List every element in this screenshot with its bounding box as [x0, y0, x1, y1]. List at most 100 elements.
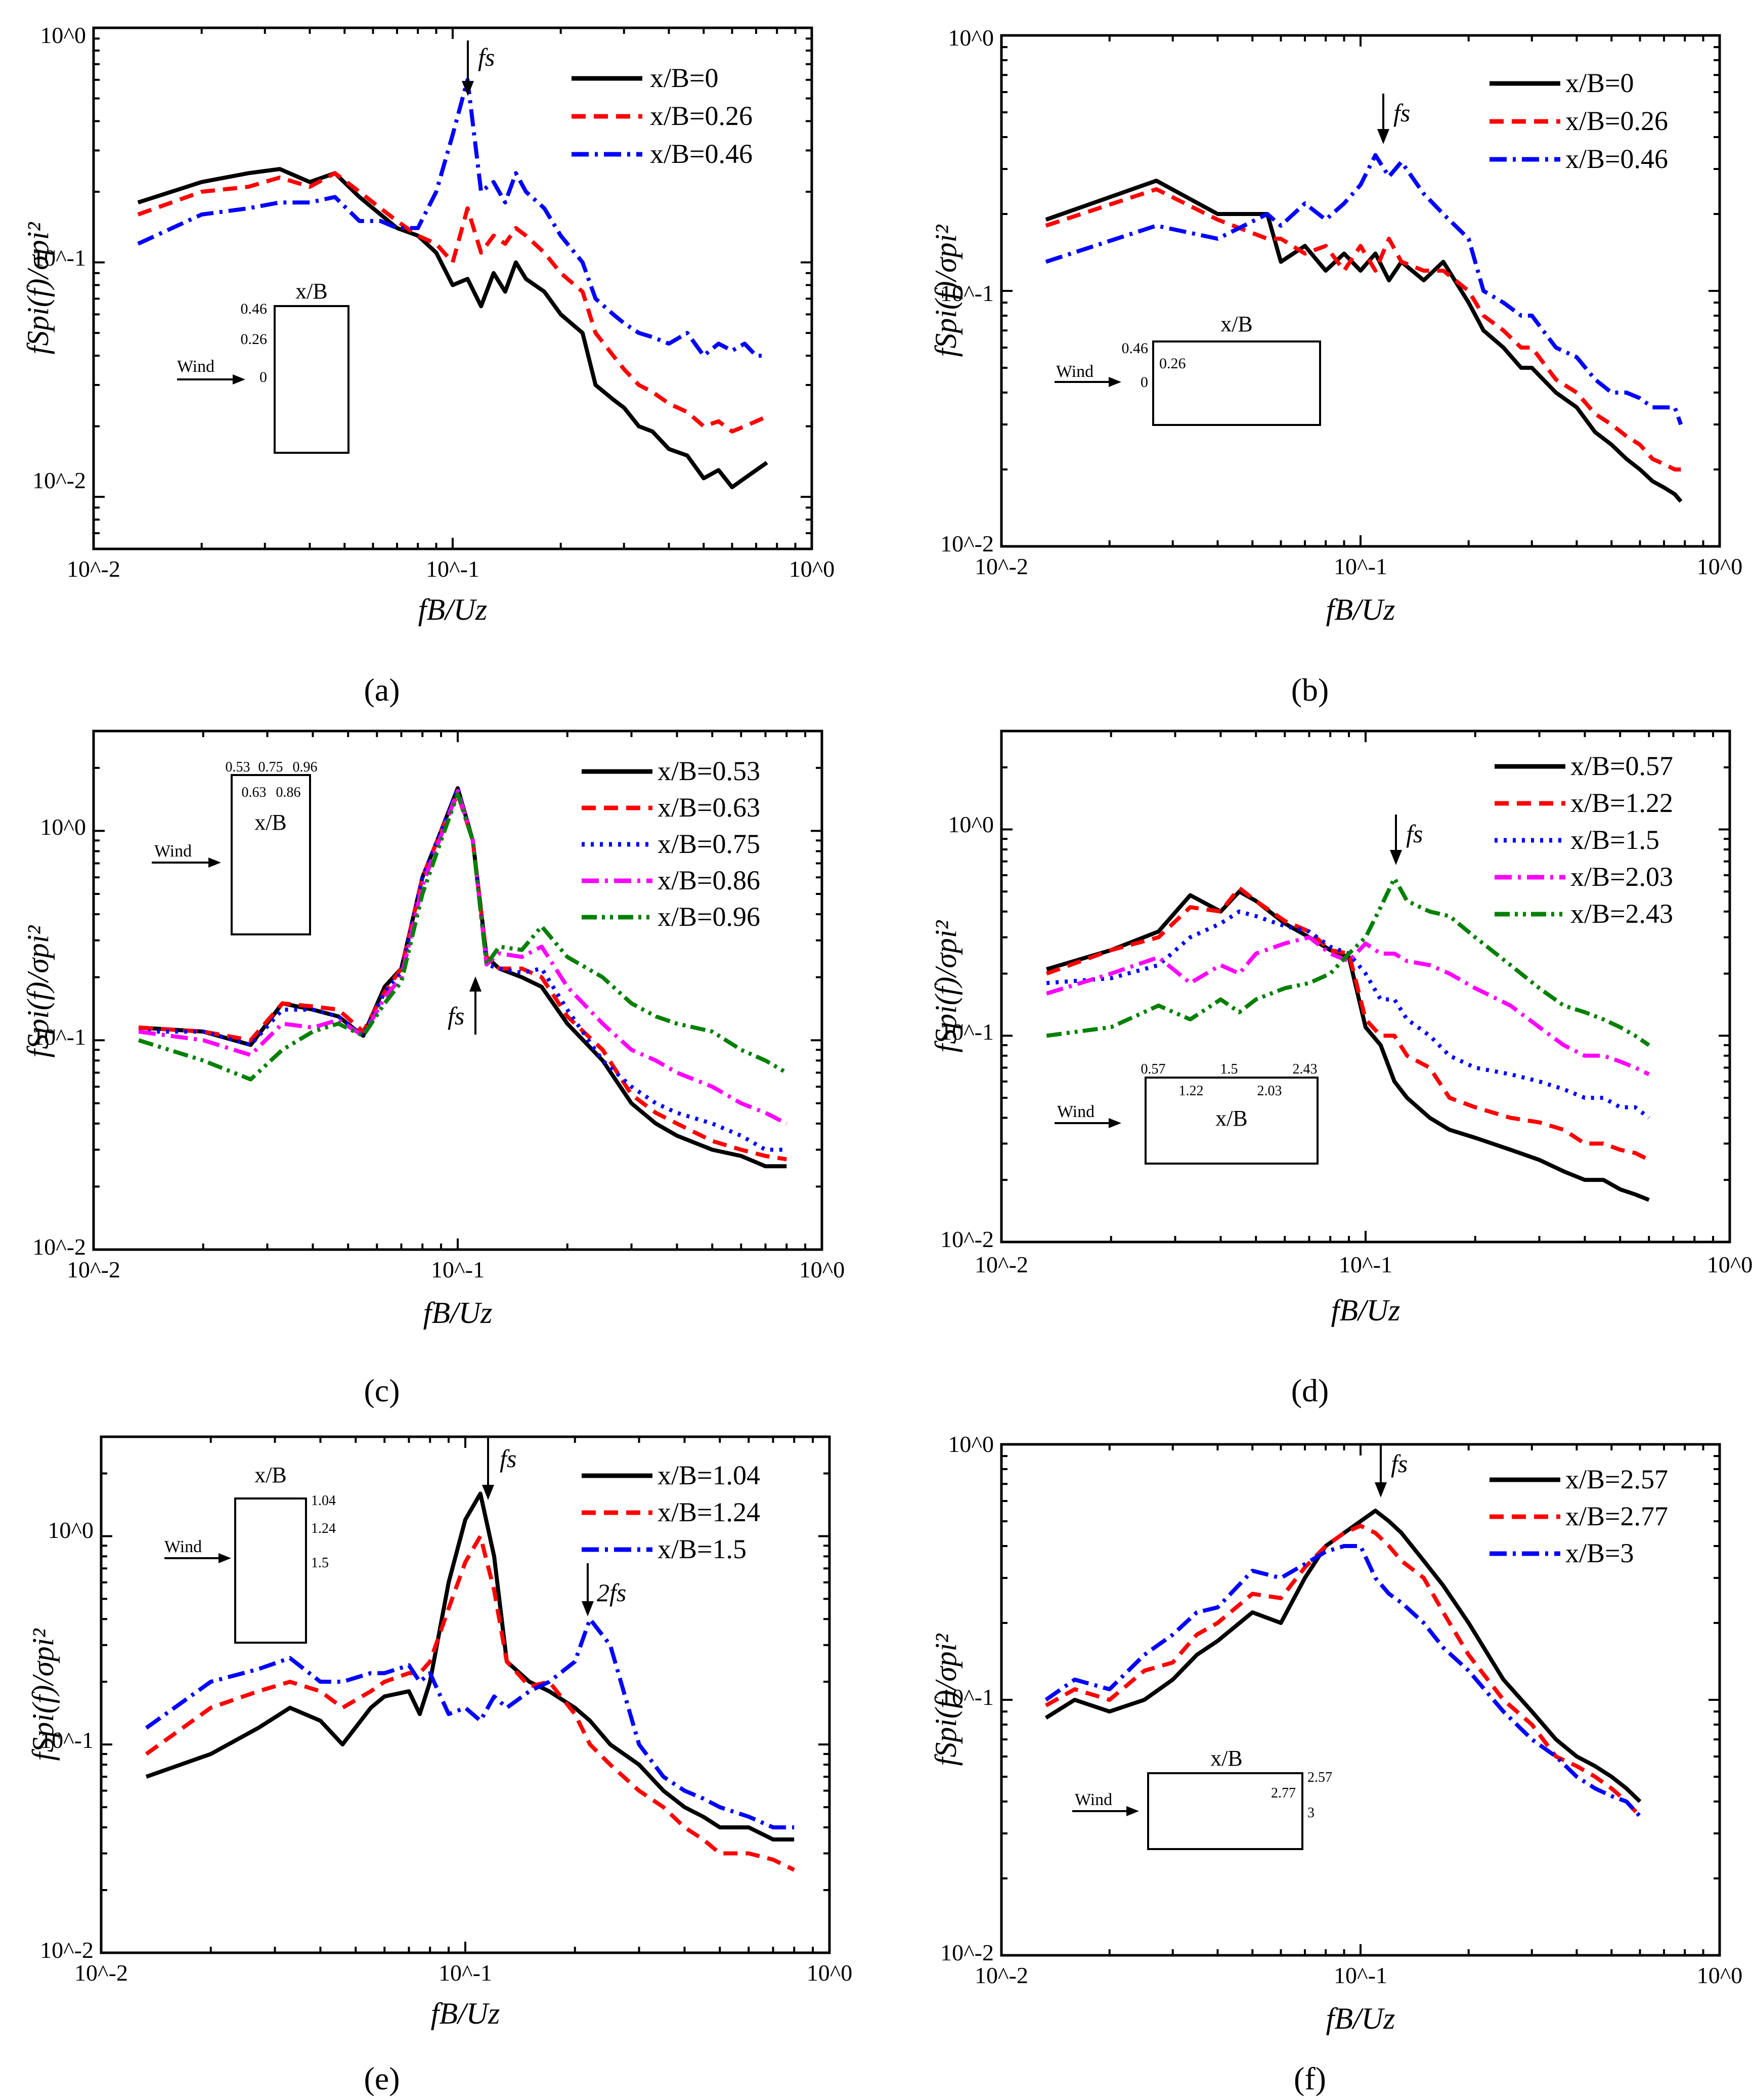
wind-arrowhead-icon [218, 1553, 231, 1563]
inset-tap-label: 0.86 [276, 785, 301, 800]
fs-annotation: fs [1377, 94, 1410, 144]
series-layer [1000, 730, 1730, 1243]
legend-label: x/B=0.96 [658, 902, 760, 932]
wind-label: Wind [177, 357, 214, 376]
y-tick-label: 10^-2 [940, 1940, 994, 1965]
series-line-x-b-0-46 [1045, 153, 1683, 425]
x-tick-label: 10^-2 [67, 556, 120, 582]
legend: x/B=2.57 x/B=2.77 x/B=3 [1490, 1464, 1668, 1568]
inset-tap-label: 2.03 [1257, 1083, 1282, 1099]
x-tick-label: 10^0 [789, 556, 835, 582]
x-ticks: 10^-2 10^-1 10^0 [67, 556, 835, 582]
inset-tap-label: 1.24 [311, 1521, 336, 1536]
series-line-x-b-0-63 [138, 792, 787, 1162]
x-axis-label: fB/Uz [423, 1296, 493, 1330]
x-tick-label: 10^0 [1697, 1962, 1743, 1988]
legend-label: x/B=0.75 [658, 829, 760, 859]
inset-building [231, 774, 311, 935]
annotation-label: fs [1391, 1449, 1408, 1478]
inset-building [234, 1497, 307, 1644]
panel-e: 10^-2 10^-1 10^0 10^-2 10^-1 10^0 fB/Uz … [26, 1435, 852, 2096]
arrowhead-icon [1377, 129, 1389, 144]
y-tick-label: 10^0 [948, 811, 994, 837]
inset-tap-label: 1.04 [311, 1493, 336, 1509]
inset-tap-label: 1.5 [1220, 1061, 1238, 1077]
inset-tap-label: 0 [259, 369, 267, 385]
series-line-x-b-0-46 [137, 77, 767, 358]
series-layer [1000, 35, 1720, 547]
inset-building [274, 305, 349, 454]
inset-title: x/B [1220, 312, 1253, 336]
series-line-x-b-1-04 [145, 1491, 795, 1841]
wind-label: Wind [154, 842, 192, 861]
legend: x/B=1.04 x/B=1.24 x/B=1.5 [582, 1460, 760, 1564]
series-line-x-b-0-26 [137, 171, 768, 434]
legend-label: x/B=0.63 [658, 792, 760, 823]
annotation-label: fs [448, 1002, 464, 1030]
series-line-x-b-1-24 [145, 1534, 795, 1872]
y-ticks: 10^-2 10^-1 10^0 [40, 1517, 94, 1963]
inset-tap-label: 0.63 [242, 785, 267, 800]
arrowhead-icon [1375, 1482, 1387, 1497]
legend-label: x/B=1.22 [1570, 788, 1673, 818]
y-tick-label: 10^-2 [32, 1234, 86, 1260]
y-ticks: 10^-2 10^-1 10^0 [940, 25, 994, 556]
y-axis-label: fSpi(f)/σpi² [21, 222, 55, 355]
x-tick-label: 10^-1 [1334, 553, 1387, 579]
inset-title: x/B [254, 1463, 287, 1487]
series-line-x-b-3 [1044, 1544, 1642, 1818]
inset-building [1147, 1772, 1303, 1850]
series-line-x-b-0 [137, 167, 768, 489]
arrowhead-icon [462, 81, 474, 96]
y-axis-label: fSpi(f)/σpi² [21, 925, 55, 1058]
inset-tap-label: 3 [1307, 1805, 1315, 1821]
y-tick-label: 10^-2 [32, 467, 86, 493]
legend-label: x/B=0 [650, 63, 718, 93]
y-ticks: 10^-2 10^-1 10^0 [940, 1431, 994, 1965]
x-tick-label: 10^0 [1707, 1252, 1752, 1277]
y-tick-label: 10^-1 [32, 245, 86, 271]
x-ticks: 10^-2 10^-1 10^0 [74, 1960, 852, 1986]
y-ticks: 10^-2 10^-1 10^0 [940, 811, 994, 1252]
x-tick-label: 10^-2 [975, 1252, 1028, 1277]
x-tick-label: 10^-2 [975, 1962, 1028, 1988]
y-ticks: 10^-2 10^-1 10^0 [32, 22, 86, 493]
y-tick-label: 10^-1 [32, 1024, 86, 1050]
x-tick-label: 10^0 [1697, 553, 1743, 579]
series-line-x-b-2-57 [1044, 1509, 1642, 1803]
panel-d: 10^-2 10^-1 10^0 10^-2 10^-1 10^0 fB/Uz … [929, 730, 1752, 1408]
series-line-x-b-0-57 [1046, 889, 1650, 1202]
x-tick-label: 10^-1 [1334, 1962, 1387, 1988]
y-tick-label: 10^-1 [940, 280, 994, 306]
legend-label: x/B=0 [1565, 68, 1634, 98]
annotation-label: 2fs [597, 1578, 626, 1607]
legend-label: x/B=1.5 [1570, 825, 1659, 855]
panel-f: 10^-2 10^-1 10^0 10^-2 10^-1 10^0 fB/Uz … [929, 1431, 1742, 2096]
inset-tap-label: 2.43 [1293, 1061, 1318, 1077]
fs-annotation: fs [1375, 1444, 1408, 1497]
2fs-annotation: 2fs [582, 1563, 626, 1616]
x-axis-label: fB/Uz [431, 1997, 500, 2030]
series-line-x-b-2-03 [1046, 935, 1650, 1077]
inset-tap-label: 0 [1141, 374, 1148, 391]
annotation-label: fs [478, 43, 495, 71]
inset-tap-label: 1.5 [311, 1555, 329, 1571]
inset-tap-label: 0.75 [258, 759, 283, 775]
inset-tap-label: 0.46 [241, 301, 268, 317]
series-layer [93, 28, 812, 550]
inset-diagram: x/B 0.53 0.75 0.96 0.63 0.86 Wind [152, 759, 318, 935]
wind-arrowhead-icon [208, 858, 221, 868]
x-axis-label: fB/Uz [1326, 593, 1395, 626]
legend-label: x/B=1.04 [658, 1460, 760, 1490]
arrowhead-icon [1390, 850, 1402, 865]
panel-a: 10^-2 10^-1 10^0 10^-2 10^-1 10^0 fB/Uz … [21, 22, 835, 708]
inset-diagram: x/B 0.46 0.26 0 Wind [177, 279, 349, 454]
annotation-label: fs [1393, 99, 1410, 127]
y-tick-label: 10^-2 [940, 531, 994, 556]
inset-tap-label: 2.77 [1271, 1785, 1296, 1801]
inset-tap-label: 0.26 [241, 331, 268, 348]
x-tick-label: 10^-2 [975, 553, 1028, 579]
x-axis-label: fB/Uz [1331, 1294, 1400, 1327]
legend-label: x/B=0.46 [650, 139, 753, 169]
